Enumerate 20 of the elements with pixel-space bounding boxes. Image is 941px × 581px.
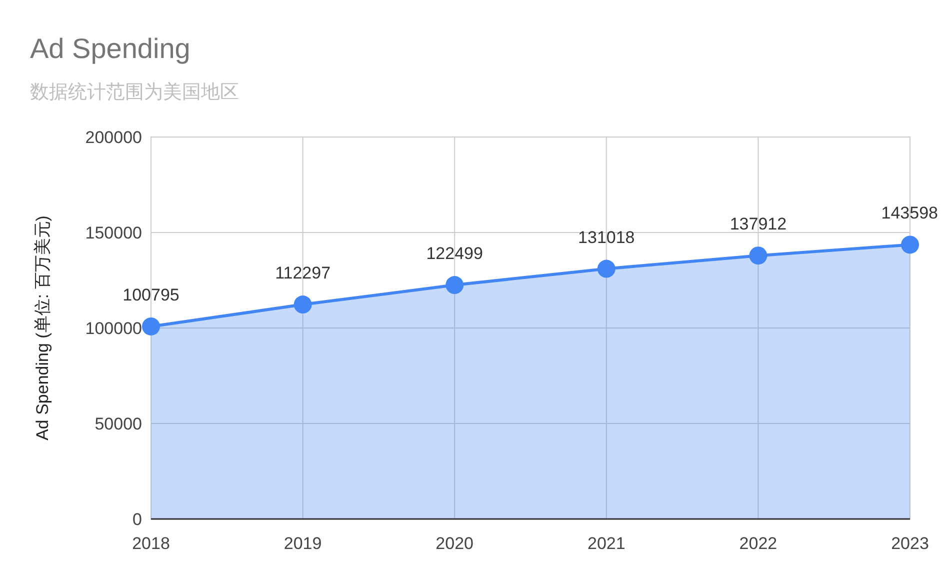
x-tick-label: 2023	[891, 534, 929, 553]
x-tick-label: 2022	[739, 534, 778, 553]
data-label: 143598	[881, 204, 938, 223]
data-label: 122499	[426, 244, 483, 264]
x-tick-label: 2019	[284, 534, 322, 553]
chart-title: Ad Spending	[30, 33, 190, 64]
y-tick-label: 200000	[85, 128, 142, 147]
y-tick-label: 100000	[85, 319, 142, 338]
y-axis-title: Ad Spending (单位: 百万美元)	[33, 216, 52, 440]
chart-subtitle: 数据统计范围为美国地区	[30, 81, 239, 103]
x-tick-label: 2020	[436, 534, 474, 553]
x-tick-label: 2021	[587, 534, 626, 553]
y-tick-label: 0	[132, 510, 142, 529]
data-label: 112297	[275, 264, 331, 283]
data-label: 100795	[122, 285, 180, 304]
y-tick-label: 150000	[85, 224, 142, 242]
y-tick-label: 50000	[94, 414, 142, 434]
x-tick-label: 2018	[132, 534, 170, 553]
data-label: 131018	[578, 228, 635, 247]
data-label: 137912	[730, 214, 787, 234]
